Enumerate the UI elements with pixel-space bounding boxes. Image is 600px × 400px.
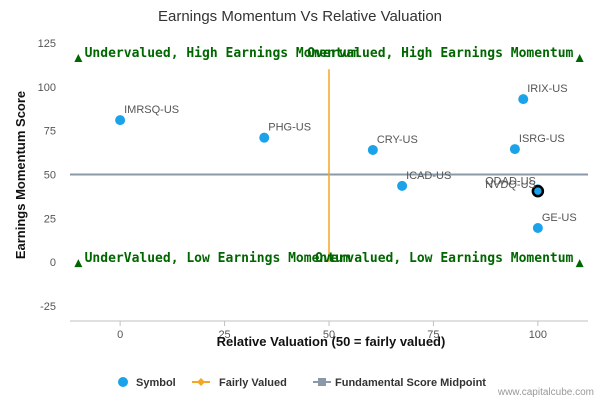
x-axis-title: Relative Valuation (50 = fairly valued) [217,334,446,349]
chart-title: Earnings Momentum Vs Relative Valuation [158,8,442,25]
y-axis-title: Earnings Momentum Score [13,91,28,259]
data-point-nvdq-us [531,184,545,198]
y-tick-label: 100 [38,82,56,94]
legend-fairly-valued-icon [197,378,205,386]
legend: Symbol Fairly Valued Fundamental Score Mid… [118,377,486,389]
data-label-icad-us: ICAD-US [406,170,451,182]
x-tick-label: 25 [218,329,230,341]
data-label-phg-us: PHG-US [268,122,311,134]
data-label-imrsq-us: IMRSQ-US [124,104,179,116]
quadrant-label-bottom-right: Overvalued, Low Earnings Momentum [315,251,573,266]
quadrant-marker-icon [74,54,83,63]
data-point-cry-us [367,144,378,155]
data-label-irix-us: IRIX-US [527,83,567,95]
data-point-isrg-us [509,144,520,155]
quadrant-label-bottom-left: UnderValued, Low Earnings Momentum [85,251,351,266]
quadrant-marker-icon [575,259,584,268]
y-tick-label: 75 [44,126,56,138]
data-point-phg-us [259,132,270,143]
data-label-cry-us: CRY-US [377,134,418,146]
legend-label-midpoint: Fundamental Score Midpoint [335,377,486,389]
reference-lines [70,69,588,263]
y-axis-ticks: -25 0 25 50 75 100 125 [38,38,56,313]
quadrant-marker-icon [74,259,83,268]
quadrant-label-top-left: Undervalued, High Earnings Momentum [85,46,359,61]
x-axis-ticks: 0 25 50 75 100 [117,321,547,341]
y-tick-label: 0 [50,257,56,269]
x-tick-label: 75 [427,329,439,341]
legend-symbol-icon [118,377,128,387]
quadrant-label-top-right: Overvalued, High Earnings Momentum [307,46,573,61]
y-tick-label: 25 [44,213,56,225]
data-label-qdad-us: QDAD-US [485,175,536,187]
data-label-nvdq-us: NVDQ-US [485,179,536,191]
quadrant-labels: Undervalued, High Earnings MomentumOverv… [74,46,584,268]
data-points: IMRSQ-US PHG-US CRY-US ICAD-US IRIX-US ISRG-U… [115,83,577,233]
data-label-ge-us: GE-US [542,212,577,224]
data-point-imrsq-us [115,115,126,126]
data-point-ge-us [532,222,543,233]
x-tick-label: 0 [117,329,123,341]
y-tick-label: 125 [38,38,56,50]
data-point-irix-us [518,94,529,105]
y-tick-label: -25 [40,301,56,313]
data-label-isrg-us: ISRG-US [519,133,565,145]
data-point-icad-us [397,180,408,191]
y-tick-label: 50 [44,170,56,182]
legend-label-fairly-valued: Fairly Valued [219,377,287,389]
legend-midpoint-icon [318,378,326,386]
x-tick-label: 50 [323,329,335,341]
x-tick-label: 100 [529,329,547,341]
quadrant-marker-icon [575,54,584,63]
legend-label-symbol: Symbol [136,377,176,389]
credit-text: www.capitalcube.com [497,387,594,398]
